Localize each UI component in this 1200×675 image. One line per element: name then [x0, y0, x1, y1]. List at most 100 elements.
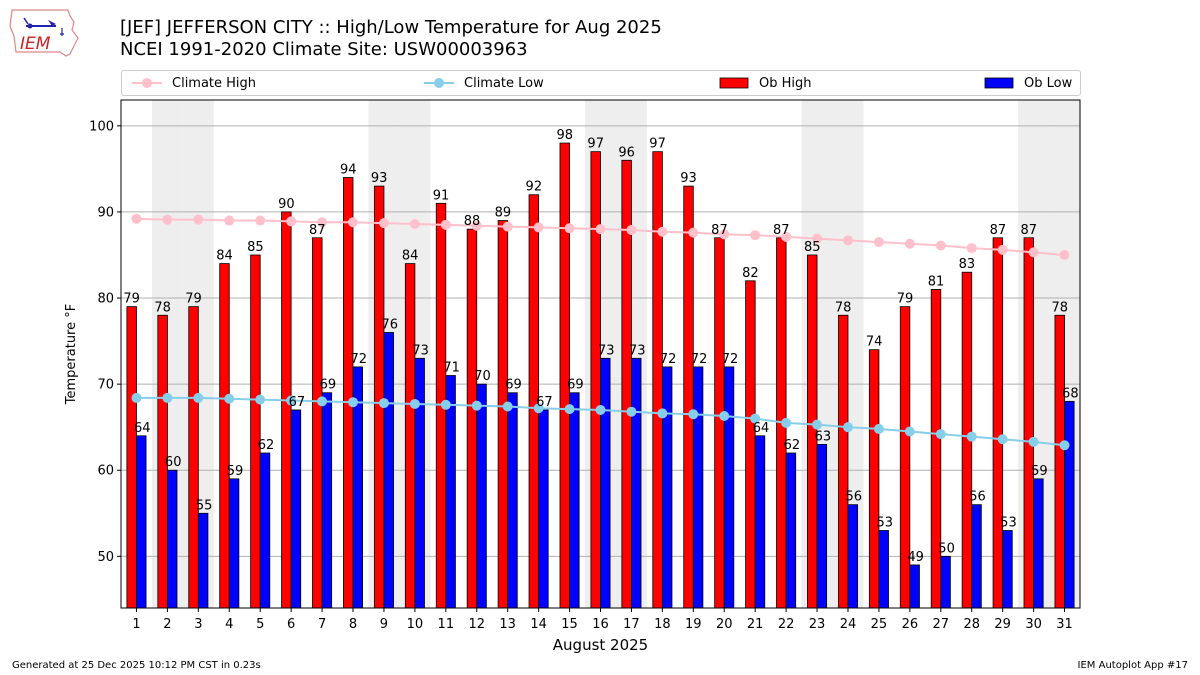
x-tick-label: 13: [499, 617, 516, 632]
data-label-ob-low: 55: [196, 498, 213, 513]
point-climate-high: [812, 233, 823, 244]
bar-ob-low: [414, 357, 425, 609]
bar-ob-low: [909, 564, 920, 609]
point-climate-low: [564, 404, 575, 415]
point-climate-high: [348, 217, 359, 228]
x-tick-label: 24: [840, 617, 857, 632]
point-climate-low: [193, 392, 204, 403]
data-label-ob-low: 73: [412, 343, 429, 358]
bar-ob-low: [631, 357, 642, 609]
data-label-ob-low: 72: [351, 352, 368, 367]
bar-ob-low: [321, 392, 333, 609]
point-climate-low: [440, 399, 451, 410]
x-tick-label: 9: [380, 617, 388, 632]
data-label-ob-low: 53: [876, 516, 893, 531]
bar-ob-low: [1002, 530, 1013, 609]
point-climate-high: [409, 218, 420, 229]
bar-ob-high: [188, 306, 199, 609]
bar-ob-low: [476, 383, 487, 609]
title-line-1: [JEF] JEFFERSON CITY :: High/Low Tempera…: [120, 17, 662, 38]
x-tick-label: 10: [407, 617, 424, 632]
bar-ob-high: [466, 228, 478, 609]
data-label-ob-low: 69: [505, 378, 522, 393]
data-label-ob-high: 87: [711, 223, 728, 238]
point-climate-high: [255, 215, 266, 226]
bar-ob-high: [343, 177, 354, 609]
legend-item-ob-low: Ob Low: [984, 74, 1072, 92]
data-label-ob-high: 94: [340, 162, 357, 177]
x-tick-label: 17: [623, 617, 640, 632]
data-label-ob-low: 59: [227, 464, 244, 479]
data-label-ob-high: 84: [402, 249, 419, 264]
legend-marker-climate-low: [424, 78, 454, 88]
bar-ob-low: [290, 409, 302, 609]
point-climate-low: [286, 395, 297, 406]
bar-ob-low: [1064, 400, 1075, 609]
bar-ob-high: [992, 237, 1004, 609]
y-tick-label: 80: [97, 292, 114, 307]
bar-ob-high: [1023, 237, 1034, 609]
data-label-ob-low: 59: [1031, 464, 1048, 479]
bar-ob-low: [816, 444, 828, 609]
data-label-ob-low: 73: [629, 343, 646, 358]
bar-ob-high: [745, 280, 756, 609]
data-label-ob-high: 81: [928, 274, 945, 289]
point-climate-low: [162, 392, 173, 403]
bar-ob-low: [692, 366, 704, 609]
point-climate-low: [688, 409, 699, 420]
bar-ob-high: [250, 254, 261, 609]
bar-ob-low: [754, 435, 766, 609]
data-label-ob-low: 67: [289, 395, 306, 410]
legend-label: Ob Low: [1024, 75, 1073, 91]
point-climate-high: [595, 224, 606, 235]
y-tick-label: 50: [97, 550, 114, 565]
data-label-ob-low: 49: [907, 550, 924, 565]
x-tick-label: 31: [1056, 617, 1073, 632]
point-climate-low: [471, 400, 482, 411]
point-climate-low: [502, 401, 513, 412]
legend-label: Climate Low: [464, 75, 544, 91]
point-climate-high: [688, 227, 699, 238]
bar-ob-high: [373, 185, 385, 609]
point-climate-low: [935, 429, 946, 440]
x-tick-label: 3: [194, 617, 202, 632]
bar-ob-low: [661, 366, 673, 609]
data-label-ob-high: 96: [618, 145, 635, 160]
data-label-ob-low: 72: [722, 352, 739, 367]
point-climate-high: [781, 231, 792, 242]
y-tick-label: 60: [97, 464, 114, 479]
bar-ob-low: [785, 452, 797, 609]
data-label-ob-high: 79: [897, 292, 914, 307]
bar-ob-low: [383, 332, 394, 609]
bar-ob-low: [940, 555, 951, 609]
data-label-ob-low: 63: [815, 429, 832, 444]
data-label-ob-high: 79: [123, 292, 140, 307]
point-climate-high: [162, 214, 173, 225]
point-climate-low: [317, 396, 328, 407]
x-tick-label: 20: [716, 617, 733, 632]
bar-ob-low: [538, 409, 549, 609]
x-tick-label: 1: [132, 617, 140, 632]
point-climate-low: [750, 413, 761, 424]
data-label-ob-low: 56: [969, 490, 986, 505]
data-label-ob-low: 73: [598, 343, 615, 358]
data-label-ob-high: 85: [804, 240, 821, 255]
data-label-ob-low: 64: [134, 421, 151, 436]
x-tick-label: 22: [778, 617, 795, 632]
logo-text: IEM: [20, 34, 51, 54]
data-label-ob-high: 87: [1021, 223, 1038, 238]
data-label-ob-low: 50: [938, 541, 955, 556]
point-climate-low: [997, 434, 1008, 445]
point-climate-low: [1059, 440, 1070, 451]
point-climate-low: [348, 397, 359, 408]
data-label-ob-high: 84: [216, 249, 233, 264]
footer-app: IEM Autoplot App #17: [1077, 660, 1188, 671]
legend-marker-ob-low: [984, 77, 1014, 89]
data-label-ob-high: 87: [309, 223, 326, 238]
bar-ob-high: [837, 314, 849, 609]
data-label-ob-high: 97: [649, 137, 666, 152]
data-label-ob-high: 97: [587, 137, 604, 152]
point-climate-low: [904, 426, 915, 437]
point-climate-low: [812, 419, 823, 430]
